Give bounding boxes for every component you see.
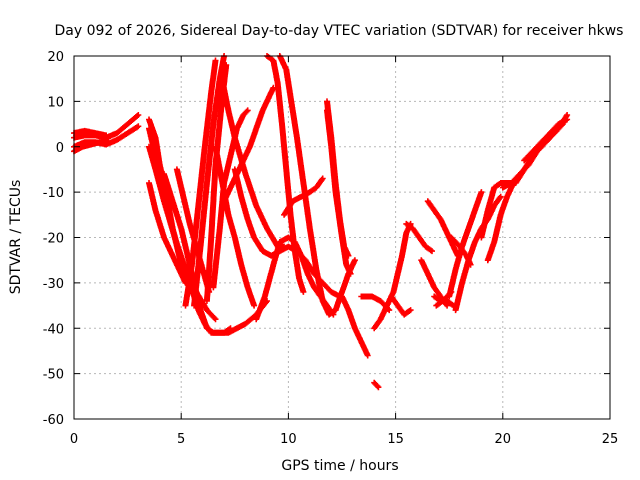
data-point-markers [484, 180, 517, 264]
data-track [484, 180, 517, 264]
data-track [403, 220, 435, 255]
data-track [191, 53, 228, 309]
data-track [332, 257, 358, 314]
data-point-markers [403, 220, 435, 255]
y-tick-label: -50 [43, 368, 64, 383]
y-tick-label: -10 [43, 186, 64, 201]
data-point-markers [371, 379, 382, 391]
data-point-markers [182, 57, 219, 309]
x-axis: 0 5 10 15 20 25 [70, 56, 618, 447]
x-tick-label: 5 [177, 432, 185, 447]
y-tick-label: 0 [56, 141, 64, 156]
data-track [324, 107, 354, 277]
y-axis: -60 -50 -40 -30 -20 -10 0 10 20 [43, 50, 610, 428]
data-point-markers [146, 180, 189, 286]
y-tick-label: 20 [47, 50, 64, 65]
data-track [146, 180, 189, 286]
data-point-markers [218, 75, 288, 250]
data-track [281, 175, 326, 218]
data-track [182, 57, 219, 309]
chart-title: Day 092 of 2026, Sidereal Day-to-day VTE… [55, 23, 624, 39]
y-axis-label: SDTVAR / TECUs [8, 180, 24, 295]
data-points [71, 53, 571, 391]
data-point-markers [191, 53, 228, 309]
x-axis-label: GPS time / hours [281, 458, 398, 474]
data-point-markers [281, 175, 326, 218]
y-tick-label: -60 [43, 413, 64, 428]
data-point-markers [339, 293, 371, 359]
data-point-markers [332, 257, 358, 314]
y-tick-label: 10 [47, 95, 64, 110]
x-tick-label: 15 [387, 432, 404, 447]
data-point-markers [388, 293, 414, 318]
x-tick-label: 10 [280, 432, 297, 447]
data-track [218, 75, 288, 250]
x-tick-label: 25 [602, 432, 619, 447]
data-point-markers [324, 107, 354, 277]
x-tick-label: 20 [495, 432, 512, 447]
y-tick-label: -40 [43, 322, 64, 337]
data-point-markers [521, 116, 571, 164]
data-track [339, 293, 371, 359]
y-tick-label: -20 [43, 232, 64, 247]
x-tick-label: 0 [70, 432, 78, 447]
y-tick-label: -30 [43, 277, 64, 292]
data-track [521, 116, 571, 164]
data-track [448, 234, 474, 268]
data-track [371, 379, 382, 391]
data-point-markers [448, 234, 474, 268]
data-track [388, 293, 414, 318]
